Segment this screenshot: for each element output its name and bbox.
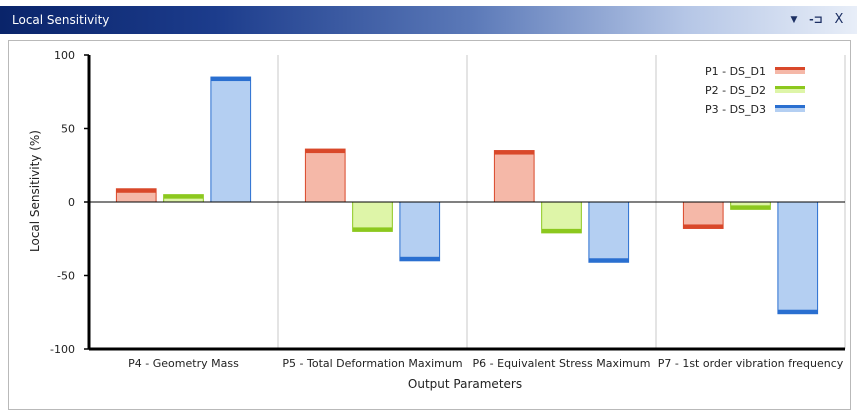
bar (493, 150, 535, 203)
pin-icon[interactable]: -⊐ (809, 13, 823, 26)
x-tick-label: P5 - Total Deformation Maximum (282, 357, 462, 370)
legend-label: P1 - DS_D1 (705, 65, 766, 78)
dropdown-menu-icon[interactable]: ▼ (790, 15, 798, 25)
y-axis-label: Local Sensitivity (%) (28, 130, 42, 252)
legend-swatch-edge (775, 86, 805, 89)
legend-swatch (775, 67, 805, 74)
bar-cap (541, 228, 582, 233)
bar-cap (305, 149, 346, 154)
bar-cap (352, 227, 393, 232)
bar (399, 201, 441, 262)
y-tick-label: 50 (61, 123, 75, 136)
bar (777, 201, 819, 315)
x-axis-label: Output Parameters (408, 377, 522, 391)
x-tick-label: P4 - Geometry Mass (128, 357, 239, 370)
bar (304, 148, 346, 203)
axis-layer: 100 50 0 -50 -100 P4 - Geometry Mass P5 - Tota… (50, 49, 845, 370)
window-titlebar[interactable]: Local Sensitivity ▼ -⊐ X (0, 6, 857, 34)
bar-cap (494, 150, 535, 155)
bar (352, 201, 393, 232)
x-tick-label: P7 - 1st order vibration frequency (658, 357, 844, 370)
bar (541, 201, 582, 234)
y-tick-label: -100 (50, 343, 75, 356)
chart-panel: 100 50 0 -50 -100 P4 - Geometry Mass P5 - Tota… (8, 40, 851, 410)
y-tick-label: 0 (68, 196, 75, 209)
bar (588, 201, 630, 263)
bar-cap (163, 194, 204, 199)
bar-cap (588, 258, 629, 263)
bar-cap (730, 205, 771, 210)
bar (210, 76, 252, 203)
bar-cap (399, 256, 440, 261)
bar-cap (777, 309, 818, 314)
sensitivity-bar-chart: 100 50 0 -50 -100 P4 - Geometry Mass P5 - Tota… (28, 49, 846, 391)
legend-swatch (775, 105, 805, 112)
legend-swatch-edge (775, 67, 805, 70)
legend-swatch-edge (775, 105, 805, 108)
legend-swatch (775, 86, 805, 93)
bar-cap (210, 77, 251, 82)
close-icon[interactable]: X (834, 12, 844, 27)
window-title: Local Sensitivity (12, 13, 110, 27)
y-tick-label: 100 (54, 49, 75, 62)
bar-layer (115, 76, 819, 315)
bar-cap (116, 188, 157, 193)
bar-cap (683, 224, 724, 229)
y-tick-label: -50 (57, 270, 75, 283)
chart-legend: P1 - DS_D1 P2 - DS_D2 P3 - DS_D3 (705, 65, 805, 116)
legend-label: P3 - DS_D3 (705, 103, 766, 116)
legend-label: P2 - DS_D2 (705, 84, 766, 97)
x-tick-label: P6 - Equivalent Stress Maximum (473, 357, 651, 370)
